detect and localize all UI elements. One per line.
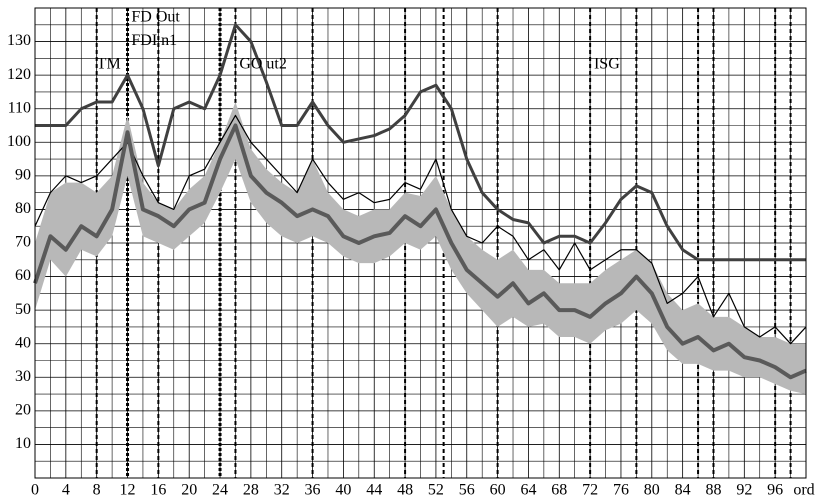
x-axis-label: ord — [793, 482, 814, 499]
y-tick-label: 20 — [15, 402, 31, 419]
y-tick-label: 70 — [15, 234, 31, 251]
series-line — [34, 114, 807, 345]
annotation: FDI n1 — [131, 32, 177, 49]
x-tick-label: 28 — [243, 482, 259, 499]
x-tick-label: 4 — [62, 482, 70, 499]
x-tick-label: 56 — [459, 482, 475, 499]
y-tick-label: 50 — [15, 301, 31, 318]
x-tick-label: 76 — [613, 482, 629, 499]
x-tick-label: 48 — [397, 482, 413, 499]
plot-frame — [34, 7, 807, 479]
x-tick-label: 64 — [520, 482, 536, 499]
y-tick-label: 130 — [7, 32, 31, 49]
x-tick-label: 52 — [428, 482, 444, 499]
series-line — [35, 23, 806, 262]
annotation: TM — [97, 56, 121, 73]
y-tick-label: 60 — [15, 267, 31, 284]
annotation: GO ut2 — [239, 56, 287, 73]
x-tick-label: 8 — [93, 482, 101, 499]
x-tick-label: 20 — [181, 482, 197, 499]
x-tick-label: 72 — [582, 482, 598, 499]
x-tick-label: 36 — [305, 482, 321, 499]
x-tick-label: 40 — [335, 482, 351, 499]
y-tick-label: 80 — [15, 200, 31, 217]
x-tick-label: 44 — [366, 482, 382, 499]
x-tick-label: 92 — [736, 482, 752, 499]
annotation: FD Out — [131, 9, 180, 26]
x-tick-label: 0 — [31, 482, 39, 499]
y-tick-label: 120 — [7, 66, 31, 83]
x-tick-label: 12 — [120, 482, 136, 499]
y-tick-label: 40 — [15, 334, 31, 351]
x-tick-label: 96 — [767, 482, 783, 499]
x-tick-label: 32 — [274, 482, 290, 499]
x-tick-label: 88 — [705, 482, 721, 499]
x-tick-label: 24 — [212, 482, 228, 499]
y-tick-label: 30 — [15, 368, 31, 385]
x-tick-label: 60 — [490, 482, 506, 499]
spread-band — [35, 102, 806, 395]
y-tick-label: 90 — [15, 167, 31, 184]
x-tick-label: 84 — [675, 482, 691, 499]
x-tick-label: 80 — [644, 482, 660, 499]
annotation: ISG — [594, 56, 620, 73]
y-tick-label: 100 — [7, 133, 31, 150]
y-tick-label: 10 — [15, 435, 31, 452]
series-line — [33, 123, 807, 380]
x-tick-label: 16 — [150, 482, 166, 499]
y-tick-label: 110 — [8, 99, 31, 116]
x-tick-label: 68 — [551, 482, 567, 499]
